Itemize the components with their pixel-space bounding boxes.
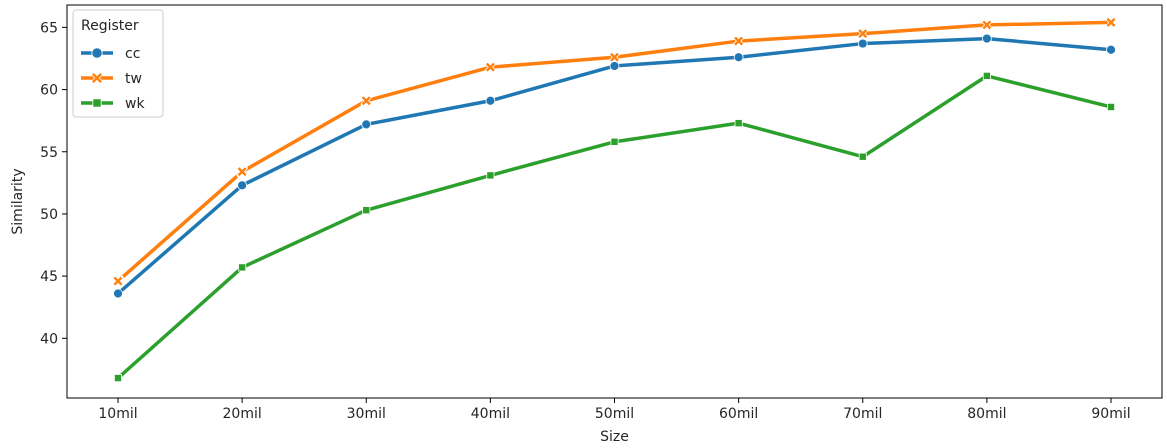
- data-point-cc: [609, 61, 620, 71]
- data-point-wk: [610, 137, 619, 146]
- data-point-cc: [485, 95, 496, 106]
- data-point-wk: [858, 152, 867, 161]
- data-point-cc: [981, 33, 992, 44]
- x-marker-stroke: [610, 52, 619, 62]
- legend: Register cc tw wk: [72, 9, 164, 118]
- legend-label: tw: [125, 71, 142, 87]
- legend-box: [72, 9, 164, 118]
- legend-label: cc: [125, 46, 140, 62]
- x-marker-stroke: [982, 20, 992, 30]
- legend-item-cc: cc: [81, 46, 140, 62]
- x-marker-stroke: [1106, 17, 1116, 27]
- data-point-wk: [114, 374, 123, 383]
- x-tick-label: 50mil: [595, 406, 634, 422]
- data-point-tw: [112, 275, 124, 287]
- series-cc: [113, 33, 1116, 299]
- y-tick-label: 45: [40, 269, 58, 285]
- data-point-cc: [113, 288, 123, 299]
- series-line-wk: [116, 74, 1113, 380]
- y-tick-label: 50: [40, 207, 58, 223]
- legend-label: wk: [125, 96, 145, 112]
- x-tick-label: 10mil: [98, 406, 137, 422]
- data-point-cc: [237, 180, 248, 191]
- data-point-tw: [236, 166, 248, 178]
- legend-title: Register: [81, 18, 139, 34]
- x-marker-stroke: [485, 62, 495, 72]
- x-marker-stroke: [92, 73, 102, 83]
- axes-layer: 10mil 20mil 30mil 40mil 50mil 60mil 70mil 80mil…: [10, 4, 1163, 445]
- data-point-wk: [982, 71, 991, 80]
- data-point-cc: [733, 52, 744, 63]
- series-wk: [114, 71, 1116, 383]
- data-point-wk: [362, 206, 371, 215]
- x-tick-label: 30mil: [347, 406, 386, 422]
- data-point-cc: [1106, 44, 1116, 55]
- x-marker-stroke: [734, 36, 744, 46]
- data-point-tw: [857, 28, 869, 40]
- x-marker-stroke: [237, 167, 247, 177]
- data-point-tw: [608, 51, 621, 63]
- data-point-tw: [1105, 16, 1117, 29]
- data-point-tw: [360, 95, 372, 107]
- x-marker-stroke: [113, 276, 123, 286]
- data-point-wk: [734, 119, 743, 128]
- x-axis-label: Size: [600, 429, 629, 445]
- x-marker-stroke: [858, 29, 868, 39]
- legend-swatch-marker: [91, 47, 103, 59]
- x-marker-stroke: [361, 96, 371, 106]
- legend-item-wk: wk: [81, 96, 145, 112]
- data-point-wk: [486, 171, 495, 180]
- data-point-wk: [1107, 102, 1116, 111]
- series-tw: [112, 16, 1117, 287]
- data-point-tw: [733, 35, 745, 47]
- data-point-tw: [981, 19, 993, 31]
- y-tick-label: 65: [40, 20, 58, 36]
- x-tick-label: 70mil: [843, 406, 882, 422]
- data-point-cc: [857, 38, 868, 49]
- x-tick-label: 20mil: [223, 406, 262, 422]
- x-tick-label: 80mil: [967, 406, 1006, 422]
- data-point-cc: [361, 119, 372, 130]
- data-point-wk: [238, 263, 247, 272]
- legend-swatch-marker: [90, 71, 104, 85]
- y-tick-label: 40: [40, 331, 58, 347]
- legend-swatch-marker: [92, 98, 102, 108]
- x-tick-label: 40mil: [471, 406, 510, 422]
- y-tick-label: 55: [40, 145, 58, 161]
- y-axis-label: Similarity: [10, 168, 26, 234]
- x-tick-label: 90mil: [1091, 406, 1130, 422]
- y-tick-label: 60: [40, 83, 58, 99]
- series-layer: [112, 16, 1117, 383]
- legend-item-tw: tw: [81, 71, 142, 87]
- x-tick-label: 60mil: [719, 406, 758, 422]
- data-point-tw: [484, 61, 496, 73]
